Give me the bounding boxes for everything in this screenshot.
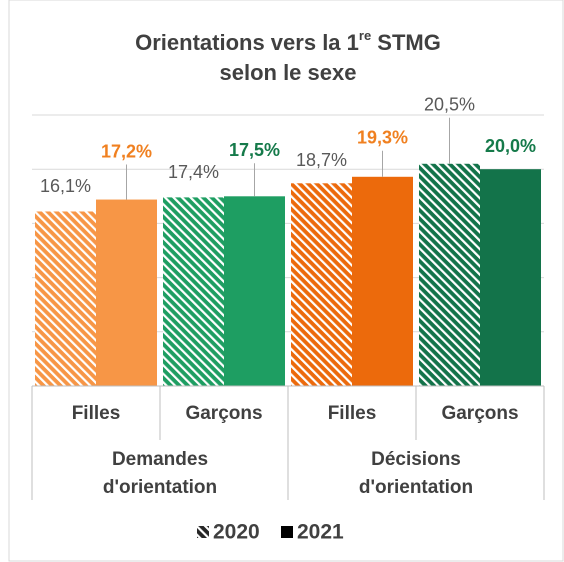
bar (419, 163, 480, 386)
data-label: 17,2% (101, 141, 152, 161)
x-tick-label: Filles (328, 403, 377, 424)
bar (480, 169, 541, 386)
legend-swatch (197, 526, 209, 538)
data-label: 16,1% (40, 176, 91, 196)
group-label: d'orientation (103, 477, 217, 498)
bar (352, 176, 413, 386)
data-label: 17,5% (229, 140, 280, 160)
data-label: 20,5% (424, 95, 475, 115)
bar (224, 196, 285, 386)
x-tick-label: Garçons (441, 403, 518, 424)
data-label: 18,7% (296, 150, 347, 170)
legend-label: 2020 (213, 521, 260, 544)
chart-title: selon le sexe (220, 60, 357, 85)
group-label: Demandes (112, 449, 208, 470)
x-tick-label: Garçons (185, 403, 262, 424)
bar (291, 183, 352, 386)
data-label: 19,3% (357, 128, 408, 148)
bar (96, 199, 157, 386)
chart-title: Orientations vers la 1re STMG (135, 28, 441, 54)
bar (35, 211, 96, 386)
group-label: d'orientation (359, 477, 473, 498)
x-tick-label: Filles (72, 403, 121, 424)
legend-label: 2021 (297, 521, 344, 544)
data-label: 17,4% (168, 162, 219, 182)
bar (163, 197, 224, 386)
legend-swatch (281, 526, 293, 538)
data-label: 20,0% (485, 136, 536, 156)
frame (8, 0, 564, 562)
group-label: Décisions (371, 449, 461, 470)
